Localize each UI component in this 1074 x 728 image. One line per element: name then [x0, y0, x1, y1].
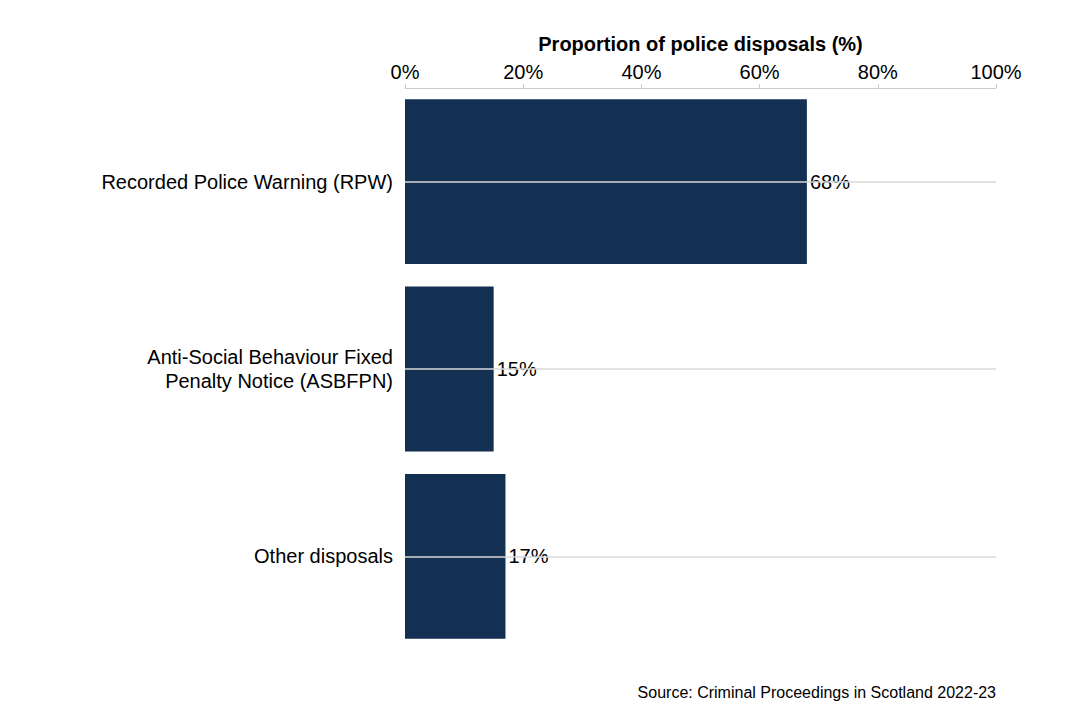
svg-text:100%: 100%	[970, 61, 1021, 83]
svg-text:17%: 17%	[508, 545, 549, 568]
svg-text:Proportion of police disposals: Proportion of police disposals (%)	[538, 33, 862, 55]
svg-text:Recorded Police Warning (RPW): Recorded Police Warning (RPW)	[101, 171, 393, 193]
svg-text:60%: 60%	[740, 61, 780, 83]
svg-text:68%: 68%	[809, 170, 850, 193]
svg-text:Source: Criminal Proceedings i: Source: Criminal Proceedings in Scotland…	[638, 684, 997, 701]
svg-text:20%: 20%	[503, 61, 543, 83]
svg-text:15%: 15%	[496, 358, 537, 380]
svg-text:0%: 0%	[391, 61, 420, 83]
svg-text:80%: 80%	[858, 61, 898, 83]
svg-text:Penalty Notice (ASBFPN): Penalty Notice (ASBFPN)	[165, 370, 393, 392]
svg-text:Other disposals: Other disposals	[254, 545, 393, 567]
svg-text:Anti-Social Behaviour Fixed: Anti-Social Behaviour Fixed	[147, 346, 393, 368]
svg-text:40%: 40%	[621, 61, 661, 83]
